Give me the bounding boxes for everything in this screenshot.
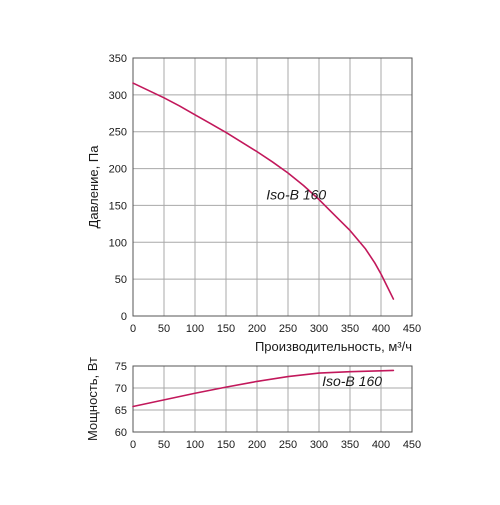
pressure-y-axis-title: Давление, Па — [86, 145, 101, 229]
power-x-tick-label: 0 — [130, 439, 136, 451]
pressure-y-tick-label: 300 — [109, 90, 127, 102]
power-x-tick-label: 50 — [158, 439, 170, 451]
power-y-axis-title: Мощность, Вт — [85, 357, 100, 441]
pressure-y-tick-label: 100 — [109, 237, 127, 249]
power-curve-label: Iso-B 160 — [322, 373, 382, 389]
pressure-x-tick-label: 400 — [372, 323, 390, 335]
power-x-tick-label: 150 — [217, 439, 235, 451]
power-x-tick-label: 250 — [279, 439, 297, 451]
pressure-y-tick-label: 0 — [121, 311, 127, 323]
power-y-tick-label: 60 — [115, 427, 127, 439]
pressure-x-tick-label: 150 — [217, 323, 235, 335]
pressure-x-tick-label: 50 — [158, 323, 170, 335]
power-x-tick-label: 450 — [403, 439, 421, 451]
pressure-plot-frame — [132, 57, 413, 317]
power-x-tick-label: 350 — [341, 439, 359, 451]
pressure-y-tick-label: 200 — [109, 164, 127, 176]
power-x-tick-label: 400 — [372, 439, 390, 451]
pressure-curve-label: Iso-B 160 — [266, 187, 326, 203]
power-x-tick-label: 100 — [186, 439, 204, 451]
pressure-x-tick-label: 100 — [186, 323, 204, 335]
pressure-x-tick-label: 250 — [279, 323, 297, 335]
pressure-y-tick-label: 250 — [109, 127, 127, 139]
pressure-y-tick-label: 50 — [115, 274, 127, 286]
power-y-tick-label: 75 — [115, 361, 127, 373]
pressure-x-tick-label: 450 — [403, 323, 421, 335]
power-curve — [132, 369, 395, 408]
power-x-tick-label: 200 — [248, 439, 266, 451]
pressure-x-tick-label: 0 — [130, 323, 136, 335]
pressure-chart: 0 50 100 150 200 250 300 350 400 450 0 50 100 150 200 2… — [86, 53, 421, 354]
power-plot-frame — [132, 365, 413, 433]
power-y-tick-label: 65 — [115, 405, 127, 417]
pressure-y-tick-label: 350 — [109, 53, 127, 65]
power-chart: 0 50 100 150 200 250 300 350 400 450 60 65 70 75 Iso-B… — [85, 357, 421, 451]
pressure-x-tick-label: 200 — [248, 323, 266, 335]
pressure-y-tick-label: 150 — [109, 200, 127, 212]
pressure-x-tick-label: 300 — [310, 323, 328, 335]
power-x-tick-label: 300 — [310, 439, 328, 451]
pressure-x-tick-label: 350 — [341, 323, 359, 335]
pressure-x-axis-title: Производительность, м³/ч — [255, 339, 412, 354]
power-y-tick-label: 70 — [115, 383, 127, 395]
pressure-curve — [132, 82, 395, 300]
